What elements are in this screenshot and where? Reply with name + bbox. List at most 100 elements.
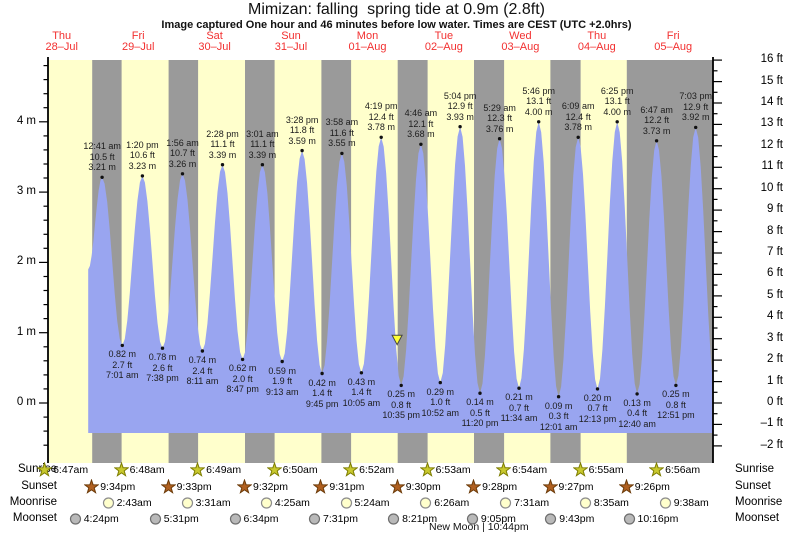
sunrise-entry: 6:48am	[113, 462, 165, 477]
sunrise-star-icon	[419, 462, 435, 477]
annotation-line: 13.1 ft	[604, 96, 630, 107]
moonset-entry: 9:43pm	[543, 511, 594, 526]
annotation-line: 3:28 pm	[285, 114, 319, 125]
annotation-line: 1:20 pm	[126, 139, 159, 150]
sunset-entry: 9:28pm	[466, 479, 517, 494]
day-label: Thu 04–Aug	[559, 31, 635, 53]
high-tide-annotation: 1:20 pm 10.6 ft 3.23 m	[126, 140, 159, 172]
moonset-time: 5:31pm	[163, 512, 199, 525]
sunrise-entry: 6:52am	[343, 462, 394, 477]
right-axis-label: 9 ft	[767, 203, 783, 216]
moonrise-time: 4:25am	[274, 496, 310, 509]
moonrise-circle-icon	[499, 497, 512, 509]
sunset-star-icon	[160, 479, 176, 494]
right-axis-label: –1 ft	[760, 417, 783, 430]
moonset-circle-icon	[387, 513, 400, 525]
annotation-line: 5:46 pm	[522, 85, 555, 96]
day-label: Fri 05–Aug	[635, 31, 711, 53]
low-tide-dot	[438, 380, 442, 385]
annotation-line: 11.1 ft	[210, 139, 235, 150]
annotation-line: 12.1 ft	[408, 118, 434, 129]
annotation-line: 11.1 ft	[250, 139, 275, 150]
moonrise-circle-icon	[579, 497, 591, 509]
annotation-line: 1:56 am	[166, 137, 199, 148]
annotation-line: 12:51 pm	[657, 410, 695, 421]
sunrise-time: 6:49am	[206, 463, 242, 476]
low-tide-annotation: 0.43 m 1.4 ft 10:05 am	[343, 377, 381, 409]
annotation-line: 4:19 pm	[364, 101, 398, 112]
moonrise-circle-icon	[181, 497, 193, 509]
moonrise-time: 7:31am	[514, 496, 550, 509]
high-tide-annotation: 7:03 pm 12.9 ft 3.92 m	[679, 91, 712, 123]
annotation-line: 0.3 ft	[548, 411, 569, 422]
sunset-time: 9:28pm	[482, 480, 518, 493]
sunrise-star	[343, 462, 359, 477]
annotation-line: 8:47 pm	[226, 384, 259, 395]
annotation-line: 0.42 m	[308, 377, 336, 388]
day-name: Tue	[434, 30, 454, 42]
moonrise-time: 8:35am	[593, 496, 629, 509]
moonset-entry: 10:16pm	[622, 511, 678, 526]
tide-level-area	[88, 121, 713, 434]
day-name: Sat	[206, 30, 223, 42]
annotation-line: 0.62 m	[228, 363, 257, 374]
right-axis-label: 3 ft	[767, 331, 783, 344]
sunrise-star	[496, 462, 512, 477]
moonset-time: 4:24pm	[83, 512, 119, 525]
high-tide-dot	[537, 120, 541, 124]
sunset-time: 9:33pm	[176, 480, 212, 493]
moonrise-circle	[579, 497, 591, 509]
annotation-line: 0.43 m	[347, 376, 376, 387]
high-tide-annotation: 3:58 am 11.6 ft 3.55 m	[326, 117, 359, 149]
left-axis-label: 1 m	[16, 325, 36, 338]
annotation-line: 0.14 m	[466, 397, 494, 408]
day-name: Sun	[281, 30, 301, 42]
annotation-line: 12:41 am	[83, 141, 121, 152]
annotation-line: 3.59 m	[288, 135, 316, 146]
annotation-line: 7:03 pm	[679, 91, 712, 102]
row-label-right-moonset: Moonset	[735, 512, 780, 524]
moonrise-entry: 4:25am	[259, 495, 310, 510]
row-label-right-sunset: Sunset	[735, 480, 771, 492]
low-tide-annotation: 0.29 m 1.0 ft 10:52 am	[422, 387, 460, 419]
sunrise-time: 6:55am	[588, 463, 624, 476]
moonrise-circle	[659, 497, 671, 509]
annotation-line: 12.4 ft	[565, 111, 591, 122]
day-name: Fri	[666, 30, 680, 42]
sunrise-entry: 6:55am	[572, 462, 624, 477]
annotation-line: 0.29 m	[426, 386, 455, 397]
annotation-line: 0.7 ft	[587, 403, 608, 414]
high-tide-annotation: 6:09 am 12.4 ft 3.78 m	[562, 101, 595, 133]
sunrise-star	[37, 462, 53, 477]
high-tide-dot	[100, 175, 104, 179]
moonrise-circle-icon	[659, 497, 671, 509]
low-tide-annotation: 0.78 m 2.6 ft 7:38 pm	[146, 352, 179, 384]
annotation-line: 6:09 am	[561, 101, 595, 112]
row-label-right-sunrise: Sunrise	[735, 463, 774, 475]
day-date: 02–Aug	[424, 41, 463, 53]
low-tide-dot	[399, 383, 403, 388]
right-axis-label: 15 ft	[760, 74, 783, 87]
annotation-line: 3.93 m	[446, 111, 474, 122]
moonrise-circle	[181, 497, 193, 509]
moonrise-entry: 6:26am	[418, 495, 469, 510]
moonrise-circle-icon	[102, 497, 114, 509]
sunset-star-icon	[237, 479, 252, 494]
new-moon-label: New Moon | 10:44pm	[429, 521, 529, 533]
low-tide-dot	[359, 371, 364, 375]
annotation-line: 3.78 m	[564, 122, 592, 133]
sunset-star	[542, 479, 558, 494]
sunrise-star	[649, 462, 665, 477]
annotation-line: 3.92 m	[681, 112, 710, 123]
moonrise-circle	[102, 497, 114, 509]
annotation-line: 5:29 am	[483, 102, 516, 113]
moonset-circle-icon	[623, 513, 635, 525]
annotation-line: 3.55 m	[328, 138, 356, 149]
annotation-line: 1.0 ft	[430, 397, 451, 408]
high-tide-dot	[694, 125, 698, 130]
annotation-line: 10.7 ft	[169, 148, 196, 159]
sunset-star	[389, 479, 405, 494]
day-name: Wed	[509, 30, 532, 42]
moonrise-circle-icon	[340, 497, 352, 509]
sunset-time: 9:31pm	[329, 480, 365, 493]
